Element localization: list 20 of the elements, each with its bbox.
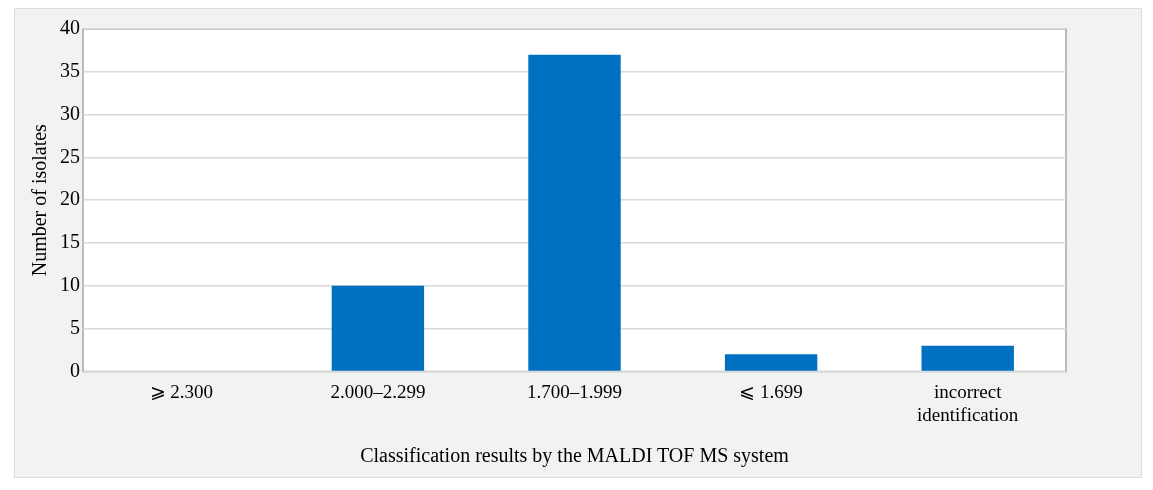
bar — [331, 285, 425, 371]
bar — [724, 354, 818, 371]
x-axis-title: Classification results by the MALDI TOF MS system — [360, 444, 790, 468]
x-tick-label: 1.700–1.999 — [527, 380, 622, 402]
y-tick-label: 25 — [60, 144, 80, 167]
y-tick-label: 35 — [60, 59, 80, 82]
bar — [921, 345, 1014, 371]
y-tick-label: 10 — [60, 273, 80, 296]
x-tick-label: 2.000–2.299 — [330, 380, 426, 402]
y-tick-label: 40 — [60, 16, 80, 39]
bar — [528, 54, 621, 371]
y-tick-label: 0 — [70, 358, 80, 381]
y-tick-label: 15 — [60, 230, 80, 253]
x-tick-label: ⩽ 1.699 — [739, 380, 803, 402]
x-tick-label: incorrect identification — [917, 380, 1019, 425]
x-tick-label: ⩾ 2.300 — [149, 380, 214, 402]
y-axis-title: Number of isolates — [28, 123, 51, 277]
y-tick-label: 30 — [60, 101, 80, 124]
y-tick-label: 20 — [60, 187, 80, 210]
y-tick-label: 5 — [70, 315, 80, 338]
